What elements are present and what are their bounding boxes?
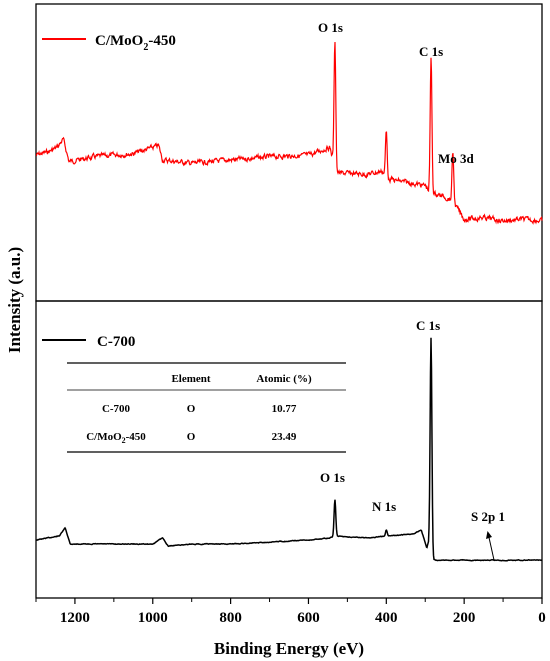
x-tick-label: 800 — [219, 610, 242, 626]
x-tick-label: 600 — [297, 610, 320, 626]
legend-label-sub: 2 — [143, 42, 148, 53]
x-tick-label: 200 — [453, 610, 476, 626]
table-cell-element: O — [187, 403, 196, 415]
x-tick-label: 1200 — [60, 610, 90, 626]
peak-label-bot-s2p: S 2p 1 — [471, 509, 505, 524]
x-axis-ticks: 1200 1000 800 600 400 200 0 — [35, 598, 546, 626]
y-axis-label: Intensity (a.u.) — [5, 247, 24, 353]
legend-label-c-moo2-450: C/MoO2-450 — [95, 33, 176, 53]
x-tick-label: 0 — [538, 610, 546, 626]
table-header-element: Element — [171, 373, 210, 385]
legend-label-c-700: C-700 — [97, 334, 135, 350]
series-line-c-moo2-450 — [35, 41, 543, 225]
x-tick-label: 1000 — [138, 610, 168, 626]
table-cell-sample: C-700 — [102, 403, 131, 415]
table-cell-atomic: 23.49 — [272, 431, 297, 443]
table-cell-sample: C/MoO2-450 — [86, 431, 146, 445]
peak-label-bot-o1s: O 1s — [320, 470, 345, 485]
bottom-panel-frame — [35, 300, 543, 599]
table-cell-sample-tail: -450 — [126, 431, 147, 443]
inset-table: Element Atomic (%) C-700 O 10.77 C/MoO2-… — [67, 362, 346, 453]
peak-label-top-mo3d: Mo 3d — [438, 151, 475, 166]
peak-label-top-c1s: C 1s — [419, 44, 443, 59]
table-header-atomic: Atomic (%) — [256, 373, 312, 385]
x-axis-label: Binding Energy (eV) — [214, 639, 364, 658]
legend-label-main: C/MoO — [95, 33, 143, 49]
s2p-arrow-head — [486, 531, 492, 539]
peak-label-bot-c1s: C 1s — [416, 318, 440, 333]
table-cell-element: O — [187, 431, 196, 443]
table-cell-sample-sub: 2 — [122, 436, 126, 445]
table-cell-atomic: 10.77 — [272, 403, 297, 415]
peak-label-top-o1s: O 1s — [318, 20, 343, 35]
table-cell-sample-main: C-700 — [102, 403, 131, 415]
legend-label-tail: -450 — [148, 33, 176, 49]
table-cell-sample-main: C/MoO — [86, 431, 122, 443]
x-tick-label: 400 — [375, 610, 398, 626]
peak-label-bot-n1s: N 1s — [372, 499, 396, 514]
series-line-c-700 — [35, 337, 543, 562]
